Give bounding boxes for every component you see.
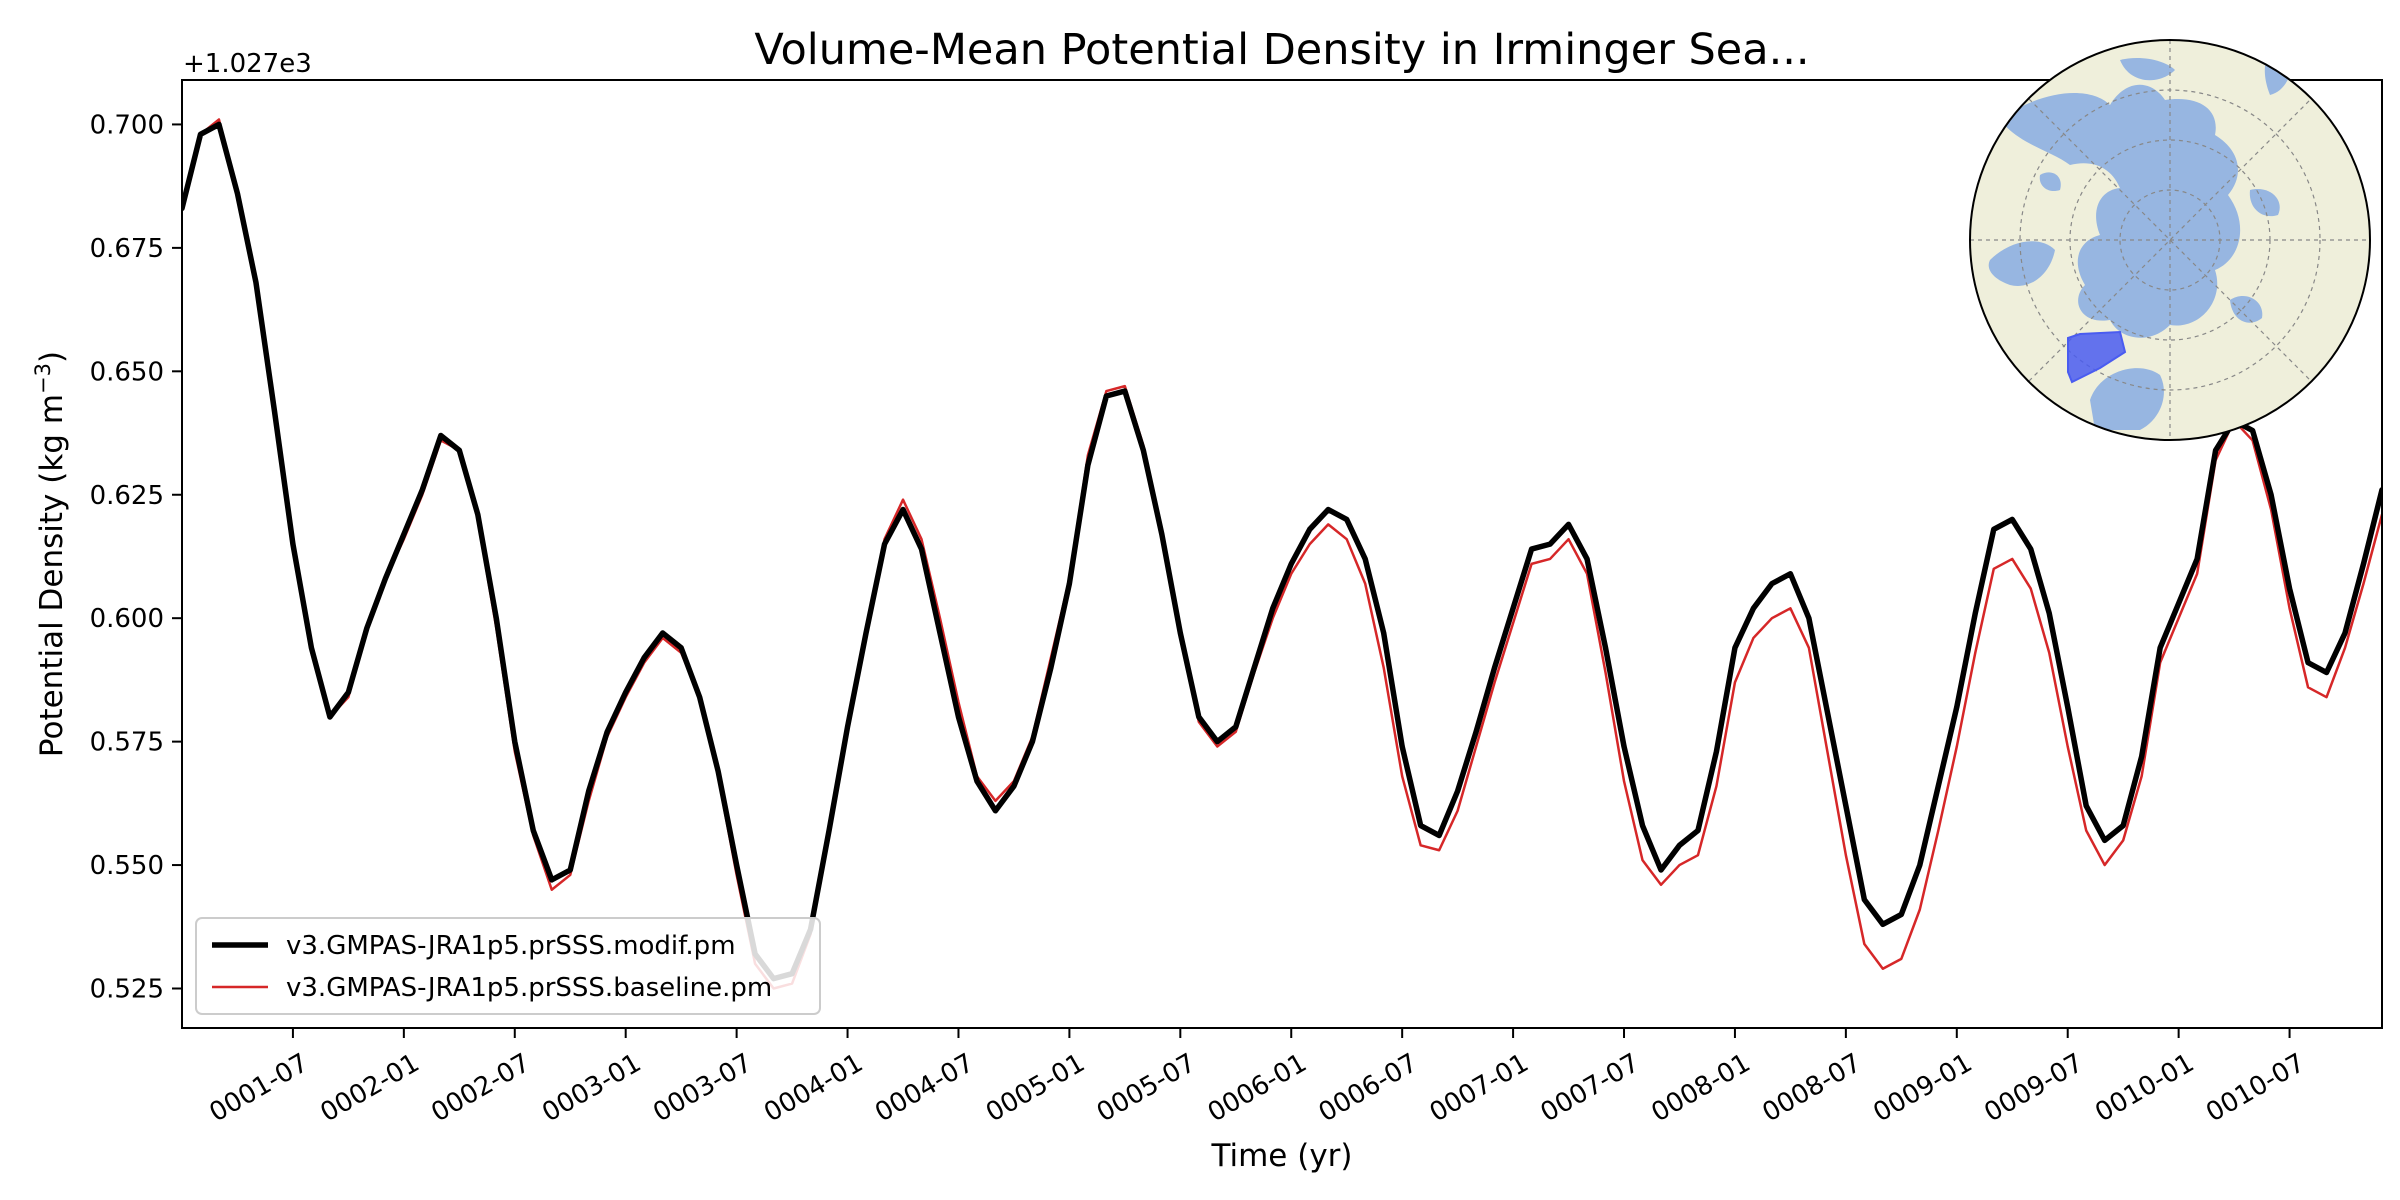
x-axis-title: Time (yr) <box>1211 1138 1353 1174</box>
y-axis-title-text: Potential Density (kg m <box>34 394 70 757</box>
x-tick-label: 0010-01 <box>2090 1048 2199 1128</box>
y-tick-label: 0.600 <box>90 604 164 634</box>
legend-label-modif: v3.GMPAS-JRA1p5.prSSS.modif.pm <box>286 931 736 961</box>
legend-label-baseline: v3.GMPAS-JRA1p5.prSSS.baseline.pm <box>286 973 772 1003</box>
y-offset-label: +1.027e3 <box>183 49 312 79</box>
x-tick-label: 0004-07 <box>870 1048 979 1128</box>
y-axis-title: Potential Density (kg m−3) <box>31 351 70 757</box>
inset-map-gridlines <box>1970 40 2370 440</box>
inset-map <box>1969 39 2371 441</box>
x-tick-label: 0007-07 <box>1536 1048 1645 1128</box>
plot-frame <box>181 79 2383 1029</box>
x-tick-label: 0006-01 <box>1203 1048 1312 1128</box>
chart-title: Volume-Mean Potential Density in Irminge… <box>754 25 1809 75</box>
x-tick-label: 0009-07 <box>1979 1048 2088 1128</box>
series-line-baseline <box>182 118 2382 990</box>
y-tick-label: 0.525 <box>90 975 164 1005</box>
series-layer <box>182 118 2382 990</box>
legend: v3.GMPAS-JRA1p5.prSSS.modif.pm v3.GMPAS-… <box>195 917 821 1015</box>
y-axis-title-exponent: −3 <box>31 363 55 394</box>
x-axis-ticks: 0001-07 0002-01 0002-07 0003-01 0003-07 0004-… <box>205 1028 2310 1128</box>
x-tick-label: 0004-01 <box>759 1048 868 1128</box>
inset-map-border <box>1969 39 2371 441</box>
y-tick-label: 0.700 <box>90 110 164 140</box>
x-tick-label: 0008-01 <box>1647 1048 1756 1128</box>
y-tick-label: 0.675 <box>90 234 164 264</box>
y-axis-title-close: ) <box>34 351 70 363</box>
x-tick-label: 0002-07 <box>426 1048 535 1128</box>
y-tick-label: 0.550 <box>90 851 164 881</box>
y-tick-label: 0.650 <box>90 357 164 387</box>
x-tick-label: 0006-07 <box>1314 1048 1423 1128</box>
y-tick-label: 0.625 <box>90 481 164 511</box>
x-tick-label: 0005-07 <box>1092 1048 1201 1128</box>
x-tick-label: 0008-07 <box>1757 1048 1866 1128</box>
x-tick-label: 0007-01 <box>1425 1048 1534 1128</box>
x-tick-label: 0002-01 <box>315 1048 424 1128</box>
y-axis-ticks: 0.525 0.550 0.575 0.600 0.625 0.650 0.675 0.700 <box>90 110 182 1005</box>
y-tick-label: 0.575 <box>90 728 164 758</box>
x-tick-label: 0003-07 <box>648 1048 757 1128</box>
x-tick-label: 0009-01 <box>1868 1048 1977 1128</box>
inset-region-highlight <box>2067 330 2127 384</box>
x-tick-label: 0005-01 <box>981 1048 1090 1128</box>
legend-box <box>195 917 821 1015</box>
x-tick-label: 0010-07 <box>2201 1048 2310 1128</box>
x-tick-label: 0001-07 <box>205 1048 314 1128</box>
x-tick-label: 0003-01 <box>537 1048 646 1128</box>
series-line-modif <box>182 121 2382 982</box>
